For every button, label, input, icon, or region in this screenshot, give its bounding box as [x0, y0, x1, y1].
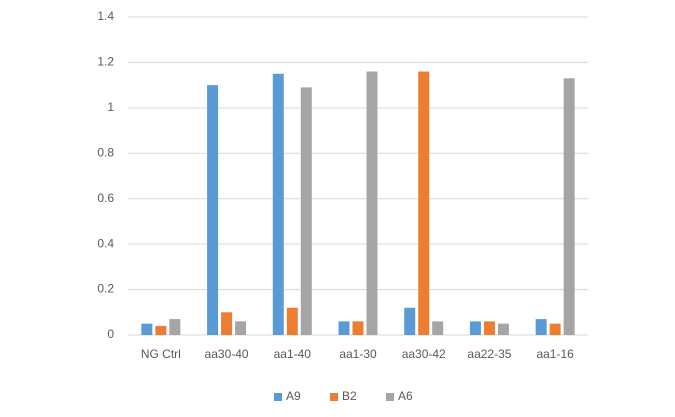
legend-label: A6	[398, 389, 413, 403]
y-tick-label: 1.4	[97, 9, 114, 23]
bar	[366, 71, 378, 335]
bar	[300, 87, 312, 336]
bar	[432, 321, 444, 335]
x-tick-label: aa1-16	[536, 347, 574, 361]
bar	[338, 321, 350, 335]
y-tick-label: 0.2	[97, 282, 114, 296]
x-tick-label: aa1-30	[339, 347, 377, 361]
bar	[404, 307, 416, 335]
bar	[535, 319, 547, 335]
legend-label: A9	[286, 389, 301, 403]
x-tick-label: aa22-35	[467, 347, 511, 361]
x-tick-label: aa30-40	[205, 347, 249, 361]
legend-swatch	[330, 393, 338, 401]
bar	[207, 85, 219, 336]
x-tick-label: aa1-40	[274, 347, 312, 361]
x-tick-label: NG Ctrl	[141, 347, 181, 361]
bar	[469, 321, 481, 335]
bar	[418, 71, 430, 335]
y-tick-label: 0.6	[97, 191, 114, 205]
bar	[235, 321, 247, 335]
bar	[155, 325, 167, 335]
bar	[169, 319, 181, 335]
bar	[497, 323, 509, 335]
bar	[286, 307, 298, 335]
y-tick-label: 1.2	[97, 55, 114, 69]
y-tick-label: 0	[107, 327, 114, 341]
legend-swatch	[274, 393, 282, 401]
x-tick-label: aa30-42	[402, 347, 446, 361]
bar	[221, 312, 233, 335]
legend-swatch	[386, 393, 394, 401]
y-tick-label: 0.4	[97, 236, 114, 250]
y-tick-label: 1	[107, 100, 114, 114]
bar	[352, 321, 364, 335]
bar	[563, 78, 575, 335]
y-tick-label: 0.8	[97, 145, 114, 159]
bar	[272, 73, 284, 336]
bar	[141, 323, 153, 335]
legend-label: B2	[342, 389, 357, 403]
bar	[549, 323, 561, 335]
bar	[483, 321, 495, 335]
